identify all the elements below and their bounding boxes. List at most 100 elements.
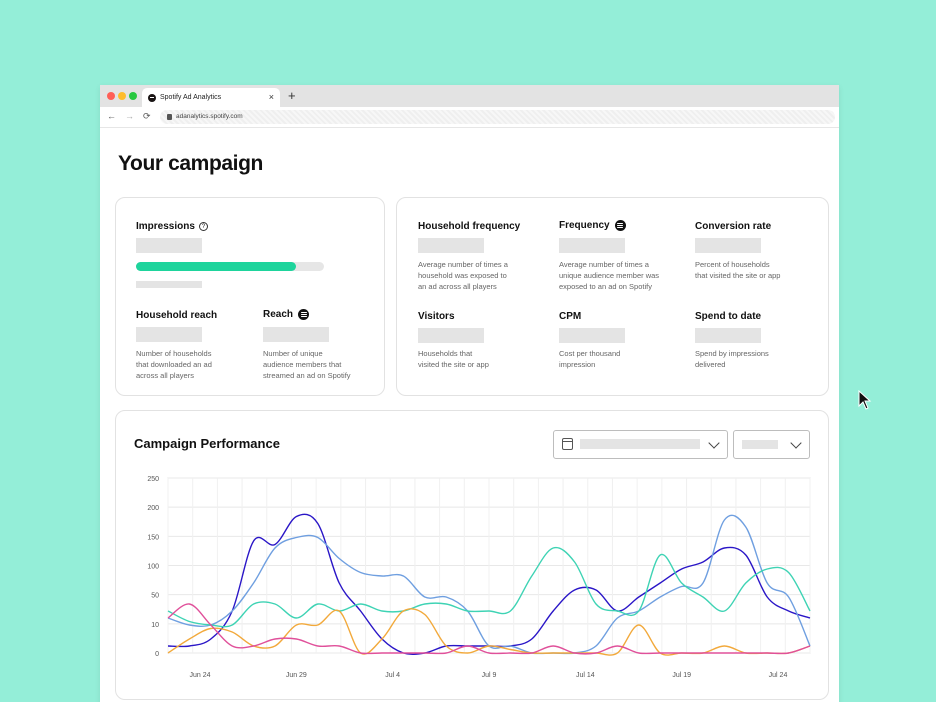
desc-line: Spend by impressions [695, 349, 769, 358]
household-frequency-label: Household frequency [418, 221, 521, 232]
reload-icon[interactable]: ⟳ [143, 111, 151, 121]
desc-line: visited the site or app [418, 360, 489, 369]
spotify-favicon-icon [148, 93, 156, 102]
y-tick-label: 0 [155, 651, 159, 658]
y-tick-label: 150 [147, 534, 159, 541]
frequency-description: Average number of times a unique audienc… [559, 259, 659, 292]
impressions-label: Impressions ? [136, 221, 208, 232]
impressions-value-placeholder [136, 238, 202, 253]
x-tick-label: Jun 29 [286, 672, 307, 679]
x-tick-label: Jul 24 [769, 672, 788, 679]
desc-line: an ad across all players [418, 282, 497, 291]
metrics-card: Household frequency Average number of ti… [396, 197, 829, 396]
impressions-progress-bar [136, 262, 324, 271]
browser-tab[interactable]: Spotify Ad Analytics × [142, 88, 280, 107]
spend-to-date-label: Spend to date [695, 311, 762, 322]
desc-line: impression [559, 360, 596, 369]
impressions-sub-placeholder [136, 281, 202, 288]
desc-line: that downloaded an ad [136, 360, 212, 369]
x-tick-label: Jul 19 [672, 672, 691, 679]
close-window-button[interactable] [107, 92, 115, 100]
reach-description: Number of unique audience members that s… [263, 348, 351, 381]
url-text: adanalytics.spotify.com [176, 113, 243, 120]
date-range-placeholder [580, 439, 700, 449]
desc-line: Cost per thousand [559, 349, 621, 358]
y-tick-label: 200 [147, 505, 159, 512]
close-tab-icon[interactable]: × [268, 92, 274, 102]
desc-line: that visited the site or app [695, 271, 781, 280]
browser-window: Spotify Ad Analytics × + ← → ⟳ adanalyti… [100, 85, 839, 702]
help-icon[interactable]: ? [198, 222, 208, 231]
household-reach-description: Number of households that downloaded an … [136, 348, 212, 381]
visitors-description: Households that visited the site or app [418, 348, 489, 370]
desc-line: delivered [695, 360, 726, 369]
desc-line: unique audience member was [559, 271, 660, 280]
spend-description: Spend by impressions delivered [695, 348, 769, 370]
y-tick-label: 50 [151, 593, 159, 600]
conversion-rate-description: Percent of households that visited the s… [695, 259, 780, 281]
y-tick-label: 10 [151, 622, 159, 629]
desc-line: exposed to an ad on Spotify [559, 282, 652, 291]
new-tab-button[interactable]: + [288, 88, 296, 103]
desc-line: Percent of households [695, 260, 770, 269]
desc-line: Number of unique [263, 349, 323, 358]
frequency-value-placeholder [559, 238, 625, 253]
mouse-pointer-icon [858, 390, 872, 410]
visitors-label: Visitors [418, 311, 455, 322]
desc-line: Average number of times a [418, 260, 508, 269]
calendar-icon [562, 438, 573, 450]
series-line-5 [167, 603, 811, 655]
tab-title: Spotify Ad Analytics [160, 94, 222, 101]
forward-icon[interactable]: → [125, 111, 134, 121]
cpm-value-placeholder [559, 328, 625, 343]
metric-select[interactable] [733, 430, 810, 459]
x-tick-label: Jul 9 [482, 672, 497, 679]
y-tick-label: 100 [147, 564, 159, 571]
household-frequency-description: Average number of times a household was … [418, 259, 508, 292]
impressions-progress-fill [136, 262, 296, 271]
visitors-value-placeholder [418, 328, 484, 343]
reach-value-placeholder [263, 327, 329, 342]
back-icon[interactable]: ← [107, 111, 116, 121]
desc-line: Average number of times a [559, 260, 649, 269]
household-reach-label: Household reach [136, 310, 218, 321]
url-field[interactable]: adanalytics.spotify.com [160, 110, 835, 124]
household-reach-value-placeholder [136, 327, 202, 342]
page-title: Your campaign [118, 152, 263, 175]
reach-label: Reach [263, 309, 310, 320]
reach-label-text: Reach [263, 309, 294, 320]
date-range-select[interactable] [553, 430, 728, 459]
chart-title: Campaign Performance [134, 436, 280, 451]
y-tick-label: 250 [147, 476, 159, 483]
lock-icon [167, 114, 172, 120]
spend-value-placeholder [695, 328, 761, 343]
desc-line: audience members that [263, 360, 342, 369]
spotify-logo-icon [614, 220, 626, 231]
minimize-window-button[interactable] [118, 92, 126, 100]
maximize-window-button[interactable] [129, 92, 137, 100]
frequency-label-text: Frequency [559, 220, 610, 231]
conversion-rate-value-placeholder [695, 238, 761, 253]
household-frequency-value-placeholder [418, 238, 484, 253]
cpm-label: CPM [559, 311, 582, 322]
x-tick-label: Jun 24 [189, 672, 210, 679]
conversion-rate-label: Conversion rate [695, 221, 772, 232]
desc-line: Households that [418, 349, 473, 358]
x-tick-label: Jul 14 [576, 672, 595, 679]
desc-line: streamed an ad on Spotify [263, 371, 351, 380]
desc-line: across all players [136, 371, 194, 380]
series-line-3 [167, 546, 811, 628]
desc-line: household was exposed to [418, 271, 507, 280]
campaign-performance-card: Campaign Performance 250 200 150 100 50 10 0 Ju… [115, 410, 829, 700]
spotify-logo-icon [298, 309, 310, 320]
metric-select-placeholder [742, 440, 778, 449]
tab-bar: Spotify Ad Analytics × + [100, 85, 839, 107]
desc-line: Number of households [136, 349, 212, 358]
impressions-label-text: Impressions [136, 221, 195, 232]
address-bar: ← → ⟳ adanalytics.spotify.com [100, 107, 839, 128]
cpm-description: Cost per thousand impression [559, 348, 620, 370]
frequency-label: Frequency [559, 220, 626, 231]
x-tick-label: Jul 4 [385, 672, 400, 679]
overview-card: Impressions ? Household reach Number of … [115, 197, 385, 396]
